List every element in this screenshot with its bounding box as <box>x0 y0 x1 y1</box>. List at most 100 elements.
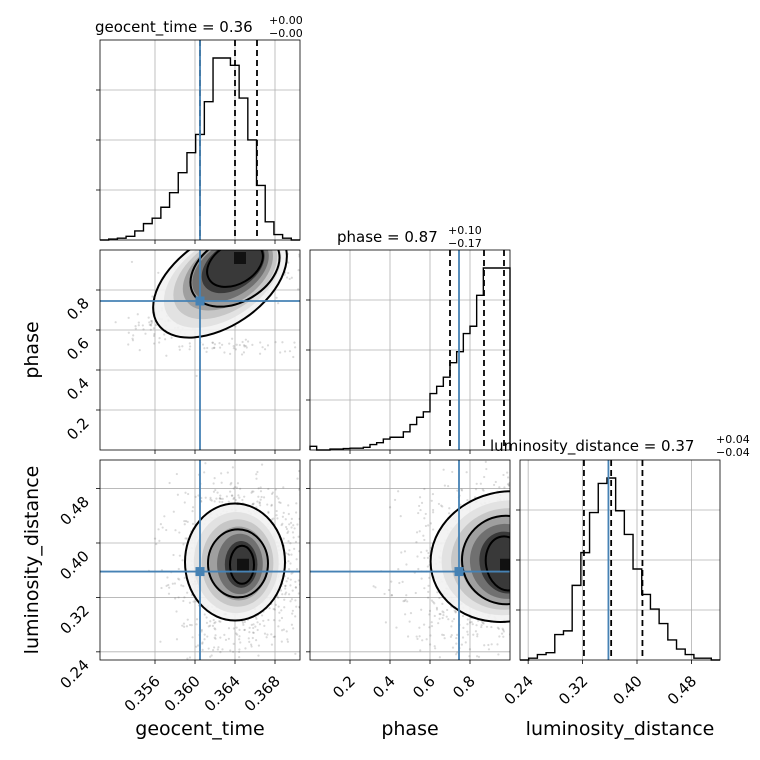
sample-point <box>427 551 430 555</box>
sample-point <box>577 557 579 559</box>
sample-point <box>150 320 154 323</box>
sample-point <box>188 601 192 604</box>
sample-point <box>513 613 515 615</box>
sample-point <box>278 236 280 238</box>
sample-point <box>270 234 272 236</box>
sample-point <box>487 648 491 651</box>
sample-point <box>554 498 556 500</box>
sample-point <box>523 597 525 599</box>
sample-point <box>553 541 555 543</box>
sample-point <box>523 531 525 533</box>
sample-point <box>277 625 280 628</box>
sample-point <box>513 552 515 554</box>
sample-point <box>521 508 523 510</box>
sample-point <box>251 234 253 236</box>
sample-point <box>415 541 418 544</box>
sample-point <box>494 480 497 484</box>
sample-point <box>414 591 417 595</box>
sample-point <box>289 171 291 173</box>
sample-point <box>284 591 288 594</box>
sample-point <box>270 230 272 232</box>
sample-point <box>301 580 303 582</box>
sample-point <box>235 486 238 489</box>
sample-point <box>529 552 531 554</box>
sample-point <box>213 228 215 230</box>
sample-point <box>515 560 517 562</box>
sample-point <box>552 504 554 506</box>
sample-point <box>273 203 275 205</box>
sample-point <box>524 568 526 570</box>
sample-point <box>256 500 259 503</box>
sample-point <box>497 627 500 630</box>
sample-point <box>516 584 518 586</box>
sample-point <box>220 215 222 217</box>
sample-point <box>561 574 563 576</box>
sample-point <box>158 337 161 340</box>
sample-point <box>208 661 210 663</box>
sample-point <box>262 246 264 248</box>
sample-point <box>529 592 531 594</box>
sample-point <box>543 587 545 589</box>
sample-point <box>542 596 544 598</box>
sample-point <box>270 223 272 225</box>
sample-point <box>562 556 564 558</box>
sample-point <box>280 186 282 188</box>
sample-point <box>427 524 430 527</box>
sample-point <box>289 584 292 587</box>
sample-point <box>433 602 436 605</box>
sample-point <box>254 241 256 243</box>
title-geocent-time: geocent_time = 0.36 <box>95 18 253 37</box>
sample-point <box>160 586 163 590</box>
sample-point <box>513 530 515 532</box>
sample-point <box>568 580 570 582</box>
sample-point <box>195 618 199 621</box>
sample-point <box>282 209 284 211</box>
sample-point <box>266 503 269 506</box>
sample-point <box>517 549 519 551</box>
sample-point <box>306 232 308 234</box>
sample-point <box>214 244 216 246</box>
sample-point <box>557 512 559 514</box>
sample-point <box>303 261 305 263</box>
sample-point <box>219 636 222 639</box>
sample-point <box>521 546 523 548</box>
sample-point <box>228 223 230 225</box>
sample-point <box>284 593 287 596</box>
sample-point <box>256 206 258 208</box>
sample-point <box>541 572 543 574</box>
sample-point <box>191 506 195 509</box>
sample-point <box>254 192 256 194</box>
sample-point <box>288 523 291 526</box>
sample-point <box>212 618 215 622</box>
sample-point <box>258 220 260 222</box>
sample-point <box>239 247 241 249</box>
sample-point <box>550 496 552 498</box>
sample-point <box>280 179 282 181</box>
title-phase-minus: −0.17 <box>448 237 482 250</box>
sample-point <box>260 207 262 209</box>
sample-point <box>201 641 204 644</box>
sample-point <box>207 225 209 227</box>
sample-point <box>442 614 445 617</box>
sample-point <box>538 531 540 533</box>
sample-point <box>317 604 319 606</box>
sample-point <box>550 517 552 519</box>
sample-point <box>243 495 246 498</box>
sample-point <box>272 143 274 145</box>
sample-point <box>218 246 220 248</box>
sample-point <box>390 594 393 597</box>
sample-point <box>404 613 407 616</box>
sample-point <box>263 632 267 635</box>
sample-point <box>215 232 217 234</box>
sample-point <box>451 646 455 649</box>
sample-point <box>441 633 444 636</box>
sample-point <box>249 233 251 235</box>
sample-point <box>170 336 173 339</box>
sample-point <box>195 623 198 626</box>
sample-point <box>278 200 280 202</box>
sample-point <box>549 569 551 571</box>
sample-point <box>525 589 527 591</box>
sample-point <box>301 556 303 558</box>
ylabel-luminosity-distance: luminosity_distance <box>21 466 43 655</box>
